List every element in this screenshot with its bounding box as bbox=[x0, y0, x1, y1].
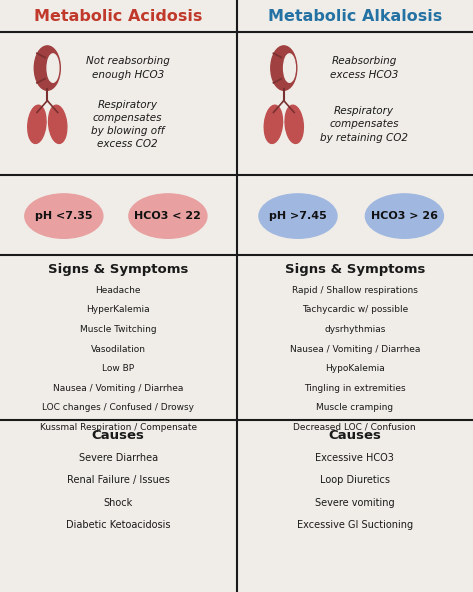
Ellipse shape bbox=[285, 105, 303, 143]
Text: HCO3 > 26: HCO3 > 26 bbox=[371, 211, 438, 221]
Ellipse shape bbox=[47, 54, 59, 82]
Text: dysrhythmias: dysrhythmias bbox=[324, 325, 385, 334]
Text: Severe vomiting: Severe vomiting bbox=[315, 498, 394, 508]
Text: Respiratory
compensates
by blowing off
excess CO2: Respiratory compensates by blowing off e… bbox=[91, 99, 165, 149]
Text: Causes: Causes bbox=[328, 429, 381, 442]
Text: Diabetic Ketoacidosis: Diabetic Ketoacidosis bbox=[66, 520, 170, 530]
Text: Reabsorbing
excess HCO3: Reabsorbing excess HCO3 bbox=[330, 56, 398, 80]
Ellipse shape bbox=[264, 105, 282, 143]
Text: Nausea / Vomiting / Diarrhea: Nausea / Vomiting / Diarrhea bbox=[289, 345, 420, 353]
Ellipse shape bbox=[259, 194, 337, 238]
Ellipse shape bbox=[35, 46, 61, 90]
Ellipse shape bbox=[49, 105, 67, 143]
Text: Headache: Headache bbox=[96, 286, 141, 295]
Text: Loop Diuretics: Loop Diuretics bbox=[320, 475, 390, 485]
Text: Low BP: Low BP bbox=[102, 364, 134, 373]
Text: Signs & Symptoms: Signs & Symptoms bbox=[48, 263, 188, 276]
Text: Tingling in extremities: Tingling in extremities bbox=[304, 384, 405, 392]
Text: Not reabsorbing
enough HCO3: Not reabsorbing enough HCO3 bbox=[86, 56, 170, 80]
Text: Renal Failure / Issues: Renal Failure / Issues bbox=[67, 475, 170, 485]
Ellipse shape bbox=[271, 46, 297, 90]
Ellipse shape bbox=[365, 194, 443, 238]
Text: Shock: Shock bbox=[104, 498, 133, 508]
Ellipse shape bbox=[129, 194, 207, 238]
Text: Signs & Symptoms: Signs & Symptoms bbox=[285, 263, 425, 276]
Text: LOC changes / Confused / Drowsy: LOC changes / Confused / Drowsy bbox=[42, 403, 194, 412]
Text: Causes: Causes bbox=[92, 429, 145, 442]
Text: Metabolic Acidosis: Metabolic Acidosis bbox=[34, 9, 202, 24]
Text: Tachycardic w/ possible: Tachycardic w/ possible bbox=[302, 305, 408, 314]
Text: Excessive HCO3: Excessive HCO3 bbox=[315, 453, 394, 463]
Text: Respiratory
compensates
by retaining CO2: Respiratory compensates by retaining CO2 bbox=[320, 106, 408, 143]
Text: Kussmal Respiration / Compensate: Kussmal Respiration / Compensate bbox=[40, 423, 197, 432]
Text: pH >7.45: pH >7.45 bbox=[269, 211, 327, 221]
Text: HyperKalemia: HyperKalemia bbox=[87, 305, 150, 314]
Text: pH <7.35: pH <7.35 bbox=[35, 211, 93, 221]
Text: Severe Diarrhea: Severe Diarrhea bbox=[79, 453, 158, 463]
Text: Rapid / Shallow respirations: Rapid / Shallow respirations bbox=[292, 286, 418, 295]
Text: Nausea / Vomiting / Diarrhea: Nausea / Vomiting / Diarrhea bbox=[53, 384, 184, 392]
Ellipse shape bbox=[25, 194, 103, 238]
Ellipse shape bbox=[283, 54, 295, 82]
Text: Decreased LOC / Confusion: Decreased LOC / Confusion bbox=[293, 423, 416, 432]
Text: Vasodilation: Vasodilation bbox=[91, 345, 146, 353]
Text: Muscle Twitching: Muscle Twitching bbox=[80, 325, 157, 334]
Text: Excessive GI Suctioning: Excessive GI Suctioning bbox=[297, 520, 413, 530]
Text: HCO3 < 22: HCO3 < 22 bbox=[134, 211, 201, 221]
Text: HypoKalemia: HypoKalemia bbox=[325, 364, 385, 373]
Text: Metabolic Alkalosis: Metabolic Alkalosis bbox=[268, 9, 442, 24]
Ellipse shape bbox=[28, 105, 46, 143]
Text: Muscle cramping: Muscle cramping bbox=[316, 403, 394, 412]
